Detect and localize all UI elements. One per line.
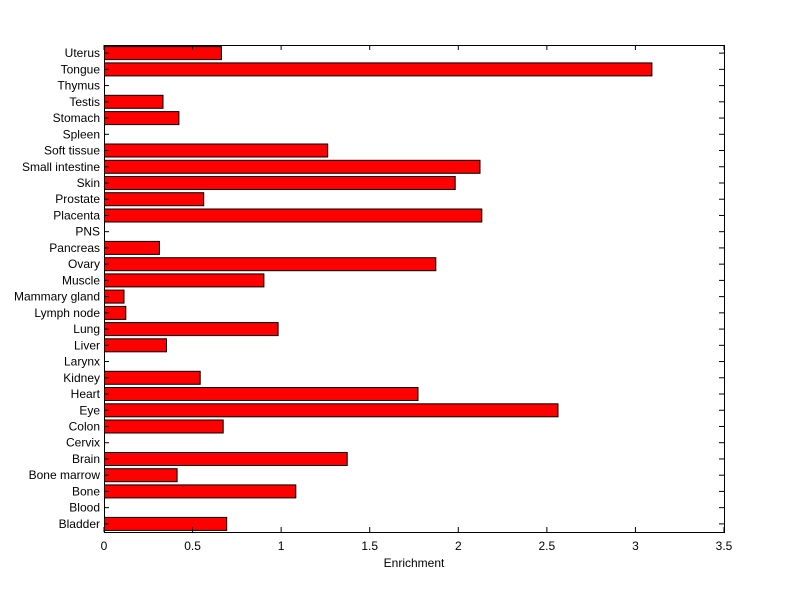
y-tick-label: Bone	[72, 484, 100, 498]
y-tick-label: Colon	[69, 419, 100, 433]
bar-muscle	[104, 273, 265, 288]
bars-group	[104, 46, 653, 531]
y-tick-label: Ovary	[68, 257, 100, 271]
y-tick-label: Lymph node	[34, 306, 100, 320]
y-tick-label: Larynx	[64, 355, 100, 369]
y-tick-group: Uterus Tongue Thymus Testis Stomach Spleen Sof…	[14, 46, 724, 531]
bar-liver	[104, 338, 167, 353]
y-tick-label: Eye	[79, 403, 100, 417]
bar-small-intestine	[104, 159, 481, 174]
y-tick-label: Bone marrow	[29, 468, 101, 482]
bar-stomach	[104, 111, 180, 126]
y-tick-label: Cervix	[66, 436, 100, 450]
x-tick-label: 0.5	[184, 539, 201, 553]
bar-bone	[104, 484, 297, 499]
bar-pancreas	[104, 240, 160, 255]
y-tick-label: Lung	[73, 322, 100, 336]
bar-testis	[104, 94, 164, 109]
bar-lung	[104, 322, 279, 337]
y-tick-label: Muscle	[62, 273, 100, 287]
y-tick-label: Kidney	[63, 371, 100, 385]
y-tick-label: Stomach	[53, 111, 100, 125]
y-tick-label: Testis	[69, 95, 100, 109]
y-tick-label: Prostate	[55, 192, 100, 206]
bar-uterus	[104, 46, 222, 61]
x-tick-label: 0	[101, 539, 108, 553]
bar-placenta	[104, 208, 483, 223]
x-tick-group: 0 0.5 1 1.5 2 2.5 3 3.5	[101, 45, 733, 553]
y-tick-label: Soft tissue	[44, 144, 100, 158]
plot-frame	[104, 45, 725, 533]
bar-bladder	[104, 516, 228, 531]
y-tick-label: Bladder	[59, 517, 100, 531]
x-tick-label: 3.5	[716, 539, 733, 553]
bar-skin	[104, 176, 456, 190]
bar-kidney	[104, 370, 201, 385]
bar-soft-tissue	[104, 143, 329, 158]
bar-bone-marrow	[104, 468, 178, 483]
bar-eye	[104, 403, 559, 418]
y-tick-label: PNS	[75, 225, 100, 239]
x-tick-label: 3	[632, 539, 639, 553]
y-tick-label: Mammary gland	[14, 290, 100, 304]
x-tick-label: 1.5	[361, 539, 378, 553]
y-tick-label: Brain	[72, 452, 100, 466]
y-tick-label: Uterus	[65, 46, 100, 60]
y-tick-label: Heart	[71, 387, 101, 401]
y-tick-label: Spleen	[63, 127, 100, 141]
x-tick-label: 2.5	[539, 539, 556, 553]
bar-tongue	[104, 62, 653, 77]
y-tick-label: Pancreas	[49, 241, 100, 255]
y-tick-label: Blood	[69, 501, 100, 515]
y-tick-label: Placenta	[53, 208, 100, 222]
y-tick-label: Thymus	[57, 79, 100, 93]
y-tick-label: Skin	[77, 176, 100, 190]
bar-colon	[104, 419, 224, 434]
bar-ovary	[104, 257, 437, 272]
x-tick-label: 2	[455, 539, 462, 553]
y-tick-label: Small intestine	[22, 160, 100, 174]
y-tick-label: Tongue	[61, 62, 101, 76]
bar-brain	[104, 452, 348, 466]
bar-prostate	[104, 192, 205, 207]
x-tick-label: 1	[278, 539, 285, 553]
y-tick-label: Liver	[74, 338, 100, 352]
bar-heart	[104, 387, 419, 401]
x-axis-label: Enrichment	[384, 556, 445, 570]
